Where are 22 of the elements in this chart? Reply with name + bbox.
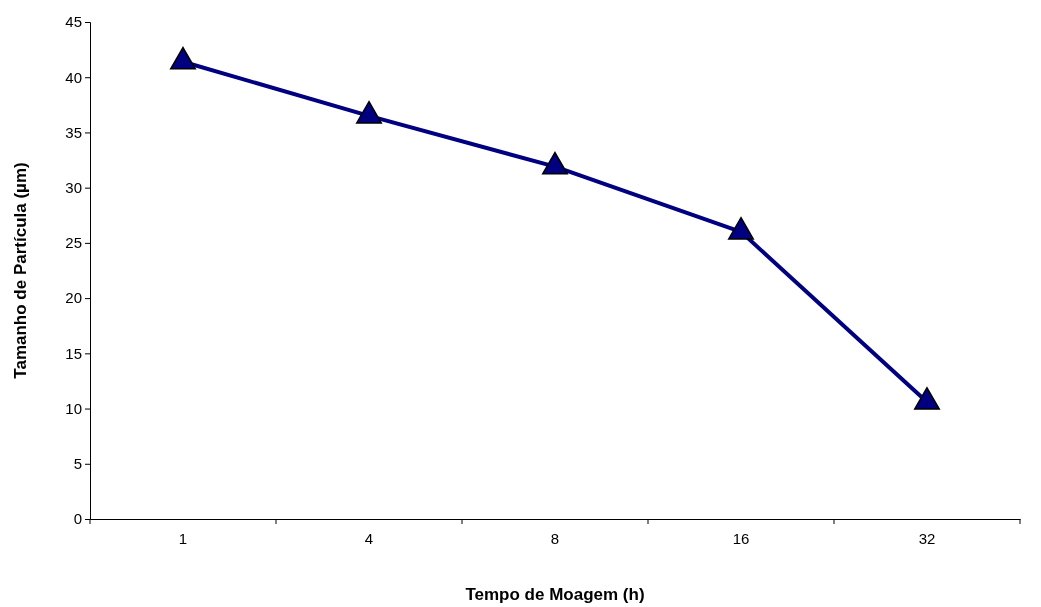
point [542, 151, 568, 175]
y-tick-label: 35 [65, 123, 82, 141]
y-tick-label: 45 [65, 13, 82, 31]
y-tick-label: 25 [65, 234, 82, 252]
y-tick-label: 10 [65, 399, 82, 417]
x-tick-label: 1 [178, 529, 188, 547]
x-tick-label: 8 [550, 529, 560, 547]
point [356, 100, 382, 124]
point [170, 46, 196, 70]
y-tick-label: 0 [73, 510, 82, 528]
point [914, 387, 940, 410]
y-tick-label: 15 [65, 344, 82, 362]
y-tick-label: 5 [73, 455, 82, 473]
x-tick-label: 16 [732, 529, 750, 547]
x-tick-label: 4 [364, 529, 374, 547]
point [728, 216, 754, 240]
y-tick-label: 20 [65, 289, 82, 307]
y-axis-title: Tamanho de Partícula (µm) [11, 162, 30, 379]
y-tick-label: 40 [65, 68, 82, 86]
x-axis-title: Tempo de Moagem (h) [465, 585, 645, 604]
x-tick-label: 32 [918, 529, 936, 547]
y-tick-label: 30 [65, 178, 82, 196]
